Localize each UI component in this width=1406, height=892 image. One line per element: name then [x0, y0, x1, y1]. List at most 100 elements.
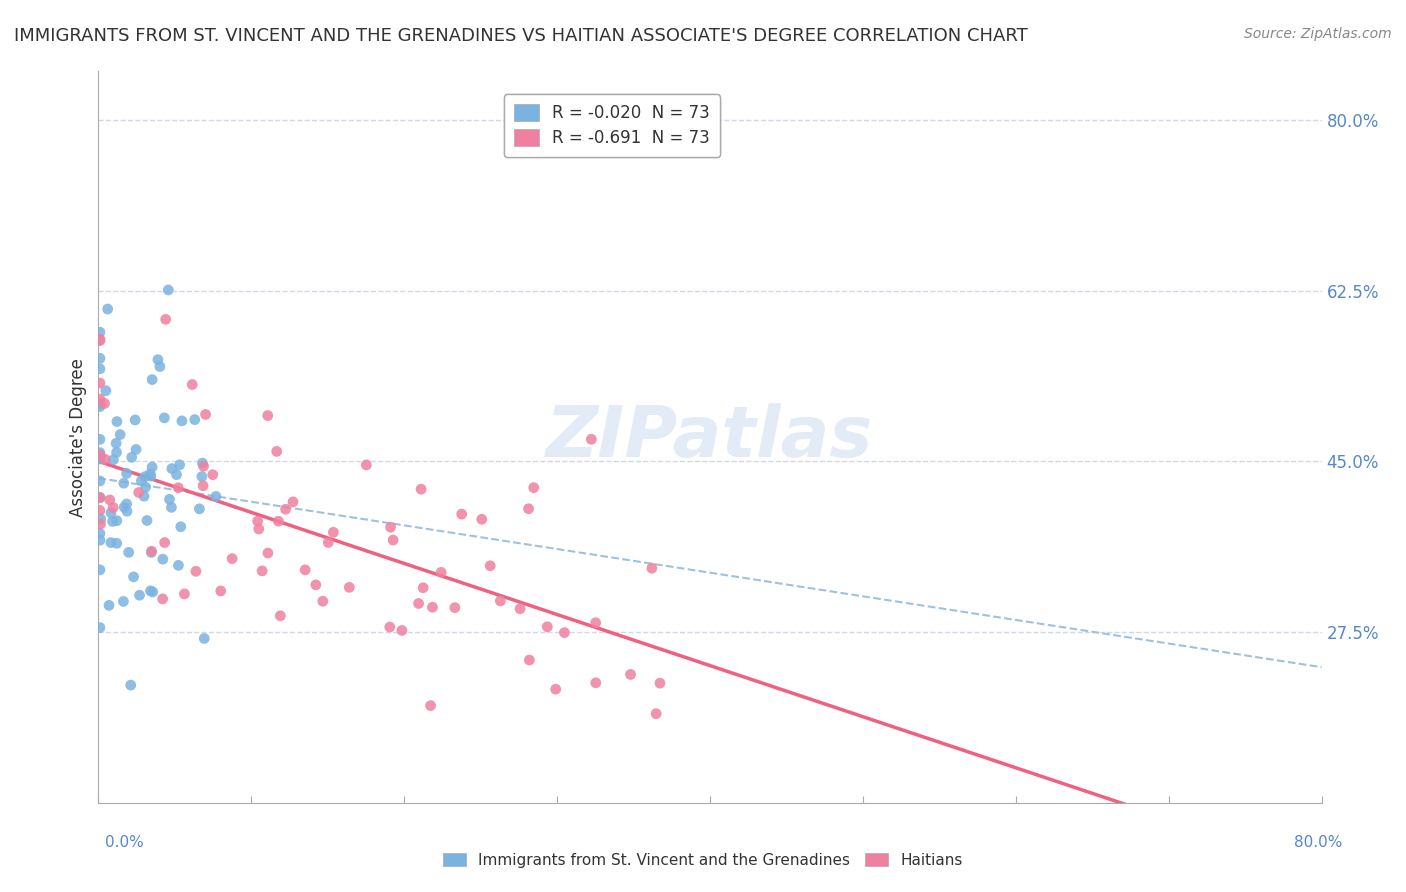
Point: [412, 581, 434, 595]
Point: [170, 520, 193, 534]
Point: [170, 414, 193, 428]
Point: [471, 512, 494, 526]
Point: [641, 561, 664, 575]
Point: [188, 501, 211, 516]
Point: [89, 621, 111, 635]
Point: [97, 301, 120, 316]
Point: [267, 514, 290, 528]
Point: [122, 570, 145, 584]
Point: [141, 545, 163, 559]
Y-axis label: Associate's Degree: Associate's Degree: [69, 358, 87, 516]
Point: [89, 400, 111, 414]
Point: [517, 501, 540, 516]
Point: [141, 544, 163, 558]
Point: [89, 397, 111, 411]
Point: [89, 332, 111, 346]
Point: [128, 485, 150, 500]
Point: [124, 413, 146, 427]
Point: [489, 594, 512, 608]
Point: [128, 588, 150, 602]
Point: [120, 678, 142, 692]
Point: [160, 461, 183, 475]
Point: [94, 452, 117, 467]
Text: 80.0%: 80.0%: [1295, 836, 1343, 850]
Point: [115, 497, 138, 511]
Point: [89, 449, 111, 463]
Text: Source: ZipAtlas.com: Source: ZipAtlas.com: [1244, 27, 1392, 41]
Point: [479, 558, 502, 573]
Point: [585, 675, 607, 690]
Point: [89, 361, 111, 376]
Point: [89, 376, 111, 390]
Point: [246, 514, 269, 528]
Point: [112, 500, 135, 515]
Point: [294, 563, 316, 577]
Point: [430, 566, 453, 580]
Point: [89, 325, 111, 339]
Point: [105, 514, 128, 528]
Point: [155, 312, 177, 326]
Point: [408, 597, 430, 611]
Point: [89, 433, 111, 447]
Point: [94, 384, 117, 398]
Point: [134, 469, 156, 483]
Point: [648, 676, 671, 690]
Point: [509, 601, 531, 615]
Point: [337, 580, 360, 594]
Point: [139, 469, 162, 483]
Point: [139, 583, 162, 598]
Point: [536, 620, 558, 634]
Point: [422, 600, 444, 615]
Point: [380, 520, 402, 534]
Point: [89, 491, 111, 505]
Point: [266, 444, 288, 458]
Point: [184, 564, 207, 578]
Point: [257, 546, 280, 560]
Point: [153, 535, 176, 549]
Point: [194, 408, 217, 422]
Point: [142, 585, 165, 599]
Point: [101, 500, 124, 515]
Point: [98, 599, 121, 613]
Point: [89, 445, 111, 459]
Point: [112, 594, 135, 608]
Point: [444, 600, 467, 615]
Text: 0.0%: 0.0%: [105, 836, 145, 850]
Point: [89, 517, 111, 532]
Point: [153, 410, 176, 425]
Point: [166, 467, 188, 482]
Point: [167, 481, 190, 495]
Point: [105, 415, 128, 429]
Text: IMMIGRANTS FROM ST. VINCENT AND THE GRENADINES VS HAITIAN ASSOCIATE'S DEGREE COR: IMMIGRANTS FROM ST. VINCENT AND THE GREN…: [14, 27, 1028, 45]
Point: [105, 536, 128, 550]
Point: [125, 442, 148, 457]
Point: [89, 503, 111, 517]
Point: [281, 495, 304, 509]
Point: [191, 479, 214, 493]
Point: [450, 507, 472, 521]
Point: [250, 564, 273, 578]
Point: [167, 558, 190, 573]
Point: [89, 392, 111, 406]
Point: [132, 489, 155, 503]
Point: [519, 653, 541, 667]
Point: [89, 474, 111, 488]
Point: [391, 624, 413, 638]
Point: [419, 698, 441, 713]
Point: [118, 545, 141, 559]
Point: [100, 535, 122, 549]
Point: [191, 456, 214, 470]
Point: [523, 481, 546, 495]
Point: [544, 682, 567, 697]
Point: [105, 436, 128, 450]
Point: [131, 474, 153, 488]
Point: [89, 351, 111, 366]
Point: [585, 615, 607, 630]
Point: [141, 460, 163, 475]
Point: [112, 476, 135, 491]
Point: [89, 563, 111, 577]
Point: [173, 587, 195, 601]
Point: [89, 491, 111, 505]
Point: [382, 533, 405, 547]
Point: [183, 412, 205, 426]
